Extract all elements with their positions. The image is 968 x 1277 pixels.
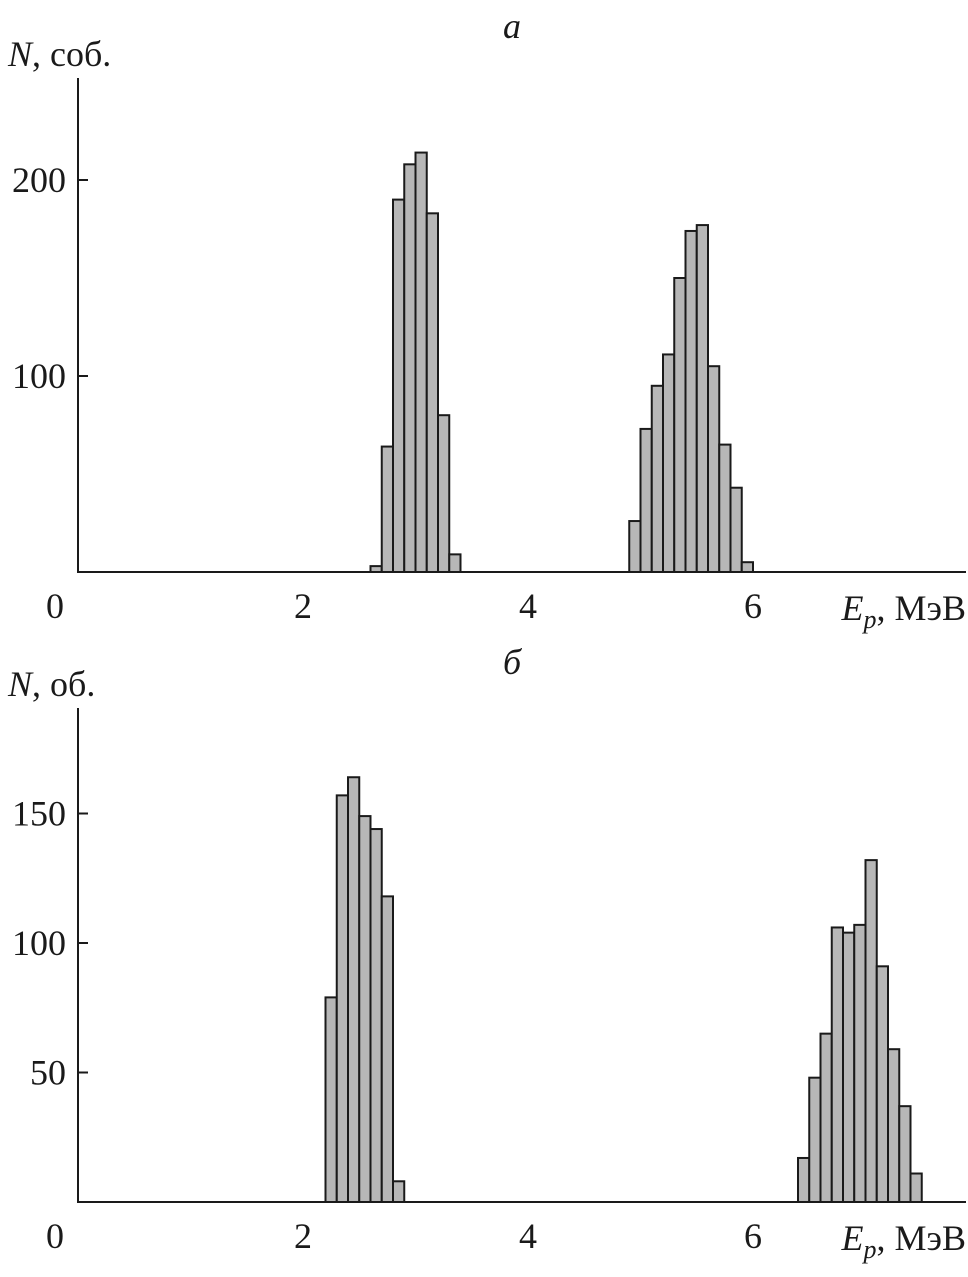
panel-b-y-axis-title: N, об. <box>7 664 95 704</box>
panel-b-bar-11 <box>842 931 856 1203</box>
panel-a-x-var: E <box>841 588 864 628</box>
panel-b-bars <box>324 776 923 1204</box>
panel-b-bar-15 <box>887 1048 901 1203</box>
panel-b-bar-14 <box>875 965 889 1203</box>
panel-b-bar-6 <box>392 1180 406 1204</box>
panel-a-bar-5 <box>425 212 439 573</box>
panel-a-x-tick-label: 4 <box>519 586 537 626</box>
panel-b-x-unit: , МэВ <box>877 1218 966 1258</box>
panel-b-bar-5 <box>380 895 394 1203</box>
panel-a-bar-3 <box>403 163 417 573</box>
panel-b-x-tick-label: 4 <box>519 1216 537 1256</box>
panel-a-axes <box>77 78 966 573</box>
panel-b-axes <box>77 708 966 1203</box>
panel-b-bar-1 <box>335 794 349 1203</box>
panel-b-y-tick-label: 150 <box>12 794 66 834</box>
panel-a-x-tick-label: 2 <box>294 586 312 626</box>
panel-b-bar-17 <box>909 1172 923 1204</box>
panel-a-bar-10 <box>650 384 664 573</box>
panel-a-bar-15 <box>707 365 721 574</box>
panel-a-y-tick-label: 200 <box>12 160 66 200</box>
panel-b-label: б <box>503 642 523 682</box>
panel-a-bar-1 <box>380 445 394 573</box>
panel-a-bar-17 <box>729 486 743 573</box>
panel-a-bar-12 <box>673 277 687 573</box>
panel-b-bar-3 <box>358 815 372 1204</box>
panel-b-bar-12 <box>853 923 867 1203</box>
panel-b-bar-7 <box>797 1156 811 1203</box>
panel-b-x-sub: p <box>862 1235 877 1264</box>
panel-b-x-axis-title: Ep, МэВ <box>841 1218 966 1264</box>
panel-b-y-tick-label: 50 <box>30 1053 66 1093</box>
panel-a-bar-16 <box>718 443 732 574</box>
panel-b-x-tick-label: 0 <box>46 1216 64 1256</box>
panel-a-y-axis-title: N, соб. <box>7 34 111 74</box>
panel-a-y-tick-label: 100 <box>12 356 66 396</box>
panel-b-bar-0 <box>324 996 338 1204</box>
panel-a-x-tick-label: 0 <box>46 586 64 626</box>
panel-b: б N, об. 0 2 4 6 50 100 150 Ep, МэВ <box>7 642 966 1264</box>
panel-b-y-var: N <box>7 664 34 704</box>
panel-a-y-var: N <box>7 34 34 74</box>
panel-a-bars <box>369 151 754 574</box>
panel-b-bar-10 <box>830 926 844 1204</box>
panel-b-x-tick-label: 6 <box>744 1216 762 1256</box>
panel-a-bar-9 <box>639 427 653 574</box>
panel-a-y-unit: , соб. <box>32 34 111 74</box>
panel-b-x-var: E <box>841 1218 864 1258</box>
panel-a-label: а <box>503 6 521 46</box>
panel-a-x-axis-title: Ep, МэВ <box>841 588 966 634</box>
panel-b-bar-2 <box>347 776 361 1203</box>
panel-a-bar-4 <box>414 151 428 573</box>
panel-a-bar-7 <box>448 553 462 573</box>
panel-a-bar-18 <box>740 561 754 574</box>
panel-a: а N, соб. 0 2 4 6 100 200 Ep, МэВ <box>7 6 966 634</box>
panel-b-bar-8 <box>808 1076 822 1204</box>
panel-a-bar-13 <box>684 229 698 574</box>
panel-a-x-sub: p <box>862 605 877 634</box>
panel-a-bar-11 <box>662 353 676 573</box>
panel-b-bar-9 <box>819 1032 833 1204</box>
panel-b-ticks: 0 2 4 6 50 100 150 <box>12 794 762 1257</box>
panel-b-y-tick-label: 100 <box>12 923 66 963</box>
panel-a-bar-6 <box>437 414 451 574</box>
panel-a-x-unit: , МэВ <box>877 588 966 628</box>
panel-a-bar-8 <box>628 520 642 573</box>
panel-a-ticks: 0 2 4 6 100 200 <box>12 160 762 626</box>
panel-a-bar-14 <box>695 224 709 574</box>
panel-a-x-tick-label: 6 <box>744 586 762 626</box>
panel-b-bar-13 <box>864 859 878 1203</box>
panel-b-bar-4 <box>369 828 383 1203</box>
panel-b-bar-16 <box>898 1105 912 1204</box>
panel-b-x-tick-label: 2 <box>294 1216 312 1256</box>
panel-a-bar-2 <box>392 198 406 573</box>
panel-b-y-unit: , об. <box>32 664 95 704</box>
